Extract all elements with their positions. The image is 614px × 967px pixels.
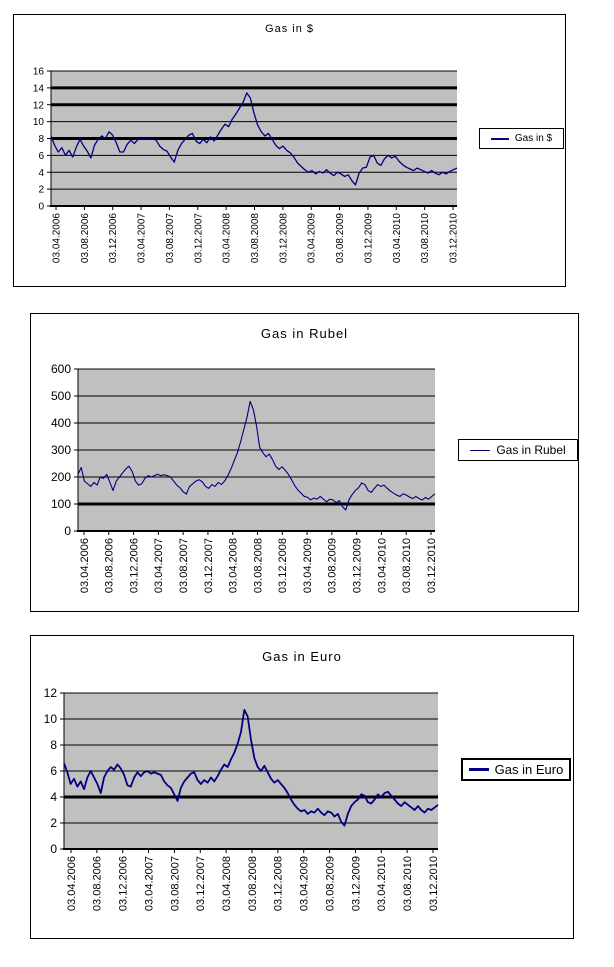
svg-text:03.08.2009: 03.08.2009 <box>327 538 339 593</box>
chart-frame-gas-in-euro[interactable]: Gas in Euro 0 2 4 6 8 10 12 03.04.2006 03.08.200… <box>30 635 574 939</box>
svg-text:03.12.2010: 03.12.2010 <box>428 856 440 911</box>
legend-box[interactable]: Gas in Rubel <box>458 439 578 461</box>
svg-text:12: 12 <box>44 686 58 700</box>
svg-text:03.08.2010: 03.08.2010 <box>401 538 413 593</box>
chart-plot-area[interactable]: 0 2 4 6 8 10 12 03.04.2006 03.08.2006 03.12.2006 0… <box>31 636 573 938</box>
svg-text:03.04.2007: 03.04.2007 <box>153 538 165 593</box>
legend-label: Gas in $ <box>514 133 553 144</box>
svg-text:10: 10 <box>44 712 58 726</box>
svg-text:03.08.2006: 03.08.2006 <box>104 538 116 593</box>
svg-text:03.04.2009: 03.04.2009 <box>302 538 314 593</box>
svg-text:03.12.2006: 03.12.2006 <box>108 213 119 263</box>
svg-text:03.12.2009: 03.12.2009 <box>363 213 374 263</box>
svg-text:14: 14 <box>33 83 45 94</box>
svg-text:10: 10 <box>33 117 45 128</box>
svg-text:6: 6 <box>38 151 44 162</box>
svg-text:03.04.2009: 03.04.2009 <box>307 213 318 263</box>
svg-text:16: 16 <box>33 67 45 78</box>
svg-text:0: 0 <box>64 524 71 538</box>
svg-text:600: 600 <box>51 362 71 376</box>
legend-box[interactable]: Gas in $ <box>479 128 564 149</box>
svg-text:03.12.2010: 03.12.2010 <box>449 213 460 263</box>
legend-line-sample-icon <box>468 768 489 771</box>
chart-frame-gas-in-dollar[interactable]: Gas in $ 0 2 4 6 8 10 12 14 16 03.04.2006 03.08.20… <box>13 14 566 287</box>
svg-text:03.08.2008: 03.08.2008 <box>247 856 259 911</box>
svg-text:03.12.2008: 03.12.2008 <box>273 856 285 911</box>
svg-text:03.04.2006: 03.04.2006 <box>66 856 78 911</box>
svg-text:4: 4 <box>38 168 44 179</box>
svg-text:100: 100 <box>51 497 71 511</box>
svg-text:03.08.2007: 03.08.2007 <box>169 856 181 911</box>
svg-text:0: 0 <box>38 202 44 213</box>
chart-title: Gas in Euro <box>262 649 342 664</box>
legend-label: Gas in Rubel <box>496 443 566 457</box>
legend-line-sample-icon <box>470 449 491 451</box>
svg-text:03.08.2007: 03.08.2007 <box>178 538 190 593</box>
chart-title: Gas in Rubel <box>260 326 349 341</box>
svg-text:03.08.2008: 03.08.2008 <box>252 538 264 593</box>
svg-text:03.08.2008: 03.08.2008 <box>250 213 261 263</box>
svg-text:03.12.2006: 03.12.2006 <box>128 538 140 593</box>
svg-text:03.04.2009: 03.04.2009 <box>299 856 311 911</box>
svg-text:8: 8 <box>50 738 57 752</box>
svg-text:03.12.2007: 03.12.2007 <box>195 856 207 911</box>
svg-text:300: 300 <box>51 443 71 457</box>
svg-text:03.08.2006: 03.08.2006 <box>92 856 104 911</box>
svg-text:03.08.2009: 03.08.2009 <box>324 856 336 911</box>
svg-text:03.12.2008: 03.12.2008 <box>278 213 289 263</box>
chart-plot-area[interactable]: 0 2 4 6 8 10 12 14 16 03.04.2006 03.08.2006 03.12.2… <box>14 15 565 286</box>
svg-text:03.04.2007: 03.04.2007 <box>137 213 148 263</box>
chart-frame-gas-in-rubel[interactable]: Gas in Rubel 0 100 200 300 400 500 600 03.04.20… <box>30 313 579 612</box>
legend-label: Gas in Euro <box>494 762 564 777</box>
svg-text:03.08.2007: 03.08.2007 <box>165 213 176 263</box>
svg-text:03.12.2007: 03.12.2007 <box>203 538 215 593</box>
svg-text:12: 12 <box>33 100 45 111</box>
svg-text:03.04.2010: 03.04.2010 <box>376 538 388 593</box>
chart-title: Gas in $ <box>265 23 314 35</box>
svg-text:200: 200 <box>51 470 71 484</box>
svg-text:03.12.2006: 03.12.2006 <box>118 856 130 911</box>
svg-text:03.12.2007: 03.12.2007 <box>193 213 204 263</box>
svg-text:2: 2 <box>38 185 44 196</box>
svg-text:6: 6 <box>50 764 57 778</box>
svg-text:03.12.2009: 03.12.2009 <box>351 538 363 593</box>
svg-text:03.04.2008: 03.04.2008 <box>222 213 233 263</box>
svg-text:03.12.2008: 03.12.2008 <box>277 538 289 593</box>
svg-text:03.08.2010: 03.08.2010 <box>402 856 414 911</box>
svg-text:2: 2 <box>50 816 57 830</box>
svg-text:4: 4 <box>50 790 57 804</box>
svg-text:03.08.2009: 03.08.2009 <box>335 213 346 263</box>
svg-text:0: 0 <box>50 842 57 856</box>
svg-text:03.04.2007: 03.04.2007 <box>143 856 155 911</box>
svg-text:03.04.2006: 03.04.2006 <box>79 538 91 593</box>
svg-text:03.04.2010: 03.04.2010 <box>392 213 403 263</box>
svg-text:03.04.2010: 03.04.2010 <box>376 856 388 911</box>
svg-text:400: 400 <box>51 416 71 430</box>
svg-text:03.04.2008: 03.04.2008 <box>221 856 233 911</box>
svg-text:03.12.2009: 03.12.2009 <box>350 856 362 911</box>
legend-line-sample-icon <box>490 137 509 140</box>
chart-plot-area[interactable]: 0 100 200 300 400 500 600 03.04.2006 03.08.2006 0… <box>31 314 578 611</box>
svg-text:03.08.2006: 03.08.2006 <box>80 213 91 263</box>
svg-text:500: 500 <box>51 389 71 403</box>
svg-text:03.08.2010: 03.08.2010 <box>420 213 431 263</box>
legend-box[interactable]: Gas in Euro <box>461 758 571 781</box>
svg-text:03.04.2006: 03.04.2006 <box>52 213 63 263</box>
svg-text:8: 8 <box>38 134 44 145</box>
svg-text:03.04.2008: 03.04.2008 <box>228 538 240 593</box>
svg-text:03.12.2010: 03.12.2010 <box>426 538 438 593</box>
